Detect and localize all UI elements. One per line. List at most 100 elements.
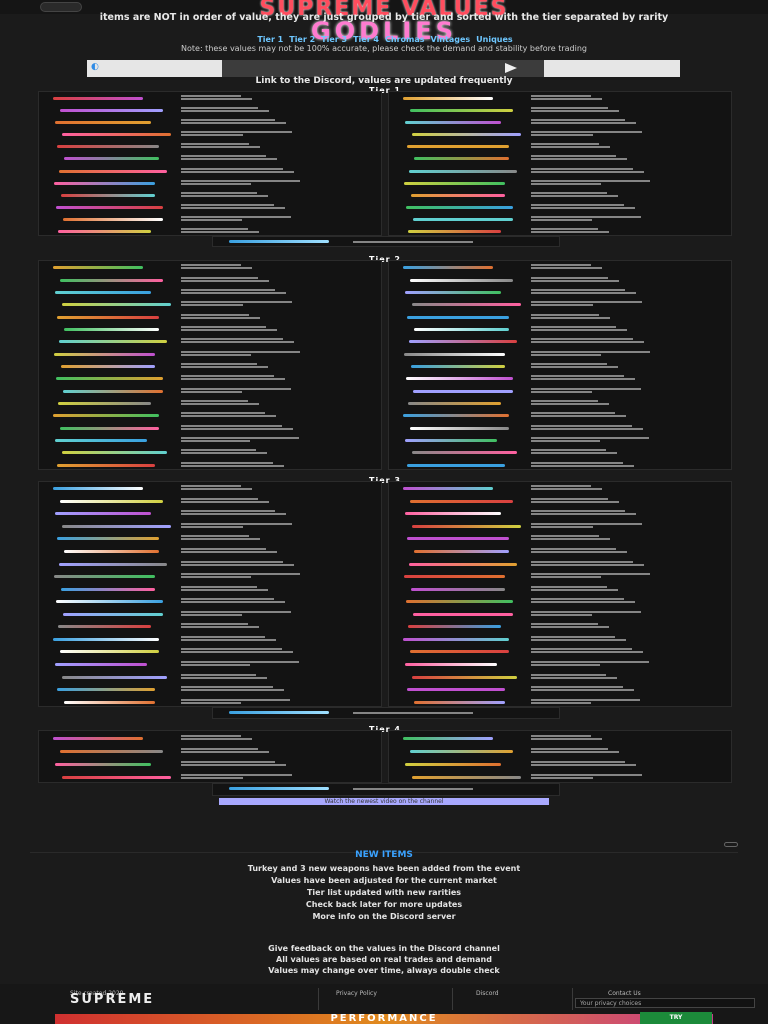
item-row[interactable] <box>389 645 731 658</box>
item-row[interactable] <box>39 116 381 128</box>
item-row[interactable] <box>39 771 381 784</box>
item-row[interactable] <box>389 165 731 177</box>
play-icon[interactable] <box>505 63 517 73</box>
item-row[interactable] <box>39 520 381 533</box>
item-row[interactable] <box>389 683 731 696</box>
item-row[interactable] <box>39 213 381 225</box>
item-row[interactable] <box>39 731 381 744</box>
item-row[interactable] <box>389 323 731 335</box>
item-row[interactable] <box>389 633 731 646</box>
item-row[interactable] <box>389 298 731 310</box>
item-row[interactable] <box>39 360 381 372</box>
item-row[interactable] <box>39 273 381 285</box>
item-row[interactable] <box>389 92 731 104</box>
item-row[interactable] <box>389 225 731 237</box>
item-row[interactable] <box>389 116 731 128</box>
item-row[interactable] <box>39 128 381 140</box>
extra-item-row[interactable] <box>212 236 560 247</box>
item-row[interactable] <box>389 128 731 140</box>
item-row[interactable] <box>39 495 381 508</box>
item-row[interactable] <box>39 670 381 683</box>
item-row[interactable] <box>389 771 731 784</box>
item-row[interactable] <box>389 482 731 495</box>
ad-banner[interactable]: PERFORMANCE <box>55 1014 713 1024</box>
item-row[interactable] <box>39 335 381 347</box>
item-row[interactable] <box>39 695 381 708</box>
item-row[interactable] <box>389 695 731 708</box>
item-row[interactable] <box>39 557 381 570</box>
privacy-choices-popup[interactable]: Your privacy choices <box>575 998 755 1008</box>
item-row[interactable] <box>389 532 731 545</box>
tab-tier-2[interactable]: Tier 2 <box>289 35 316 44</box>
item-row[interactable] <box>39 482 381 495</box>
item-row[interactable] <box>389 152 731 164</box>
tab-tier-1[interactable]: Tier 1 <box>257 35 284 44</box>
item-row[interactable] <box>389 397 731 409</box>
item-row[interactable] <box>389 507 731 520</box>
item-row[interactable] <box>39 165 381 177</box>
item-row[interactable] <box>39 152 381 164</box>
extra-item-row[interactable] <box>212 707 560 719</box>
item-row[interactable] <box>39 372 381 384</box>
item-row[interactable] <box>39 409 381 421</box>
video-link-bar[interactable]: Watch the newest video on the channel <box>219 798 549 805</box>
item-row[interactable] <box>39 595 381 608</box>
item-row[interactable] <box>389 495 731 508</box>
item-row[interactable] <box>39 347 381 359</box>
item-row[interactable] <box>389 557 731 570</box>
item-row[interactable] <box>389 459 731 471</box>
video-thumbnail[interactable] <box>222 60 544 77</box>
item-row[interactable] <box>39 434 381 446</box>
item-row[interactable] <box>39 645 381 658</box>
item-row[interactable] <box>389 658 731 671</box>
item-row[interactable] <box>389 670 731 683</box>
item-row[interactable] <box>389 347 731 359</box>
item-row[interactable] <box>39 608 381 621</box>
video-banner[interactable]: ◐ <box>87 60 680 77</box>
item-row[interactable] <box>39 545 381 558</box>
footer-privacy-link[interactable]: Privacy Policy <box>336 990 377 997</box>
item-row[interactable] <box>39 286 381 298</box>
item-row[interactable] <box>389 582 731 595</box>
item-row[interactable] <box>389 409 731 421</box>
item-row[interactable] <box>39 92 381 104</box>
item-row[interactable] <box>39 201 381 213</box>
item-row[interactable] <box>389 434 731 446</box>
item-row[interactable] <box>39 261 381 273</box>
footer-contact-link[interactable]: Contact Us <box>608 990 641 997</box>
item-row[interactable] <box>389 335 731 347</box>
item-row[interactable] <box>389 446 731 458</box>
item-row[interactable] <box>389 595 731 608</box>
item-row[interactable] <box>39 323 381 335</box>
tab-uniques[interactable]: Uniques <box>476 35 513 44</box>
item-row[interactable] <box>389 140 731 152</box>
item-row[interactable] <box>389 360 731 372</box>
item-row[interactable] <box>39 140 381 152</box>
footer-discord-link[interactable]: Discord <box>476 990 499 997</box>
item-row[interactable] <box>39 104 381 116</box>
item-row[interactable] <box>389 520 731 533</box>
item-row[interactable] <box>389 731 731 744</box>
item-row[interactable] <box>389 177 731 189</box>
item-row[interactable] <box>39 620 381 633</box>
item-row[interactable] <box>39 189 381 201</box>
item-row[interactable] <box>389 608 731 621</box>
item-row[interactable] <box>39 310 381 322</box>
item-row[interactable] <box>39 397 381 409</box>
item-row[interactable] <box>389 545 731 558</box>
item-row[interactable] <box>39 633 381 646</box>
tab-vintages[interactable]: Vintages <box>430 35 471 44</box>
tab-chromas[interactable]: Chromas <box>385 35 425 44</box>
ad-badge[interactable]: TRY <box>640 1012 712 1024</box>
tab-tier-4[interactable]: Tier 4 <box>353 35 379 44</box>
item-row[interactable] <box>39 532 381 545</box>
item-row[interactable] <box>389 104 731 116</box>
item-row[interactable] <box>389 758 731 771</box>
item-row[interactable] <box>389 213 731 225</box>
item-row[interactable] <box>389 620 731 633</box>
item-row[interactable] <box>389 261 731 273</box>
item-row[interactable] <box>39 507 381 520</box>
item-row[interactable] <box>39 683 381 696</box>
item-row[interactable] <box>389 422 731 434</box>
item-row[interactable] <box>39 758 381 771</box>
